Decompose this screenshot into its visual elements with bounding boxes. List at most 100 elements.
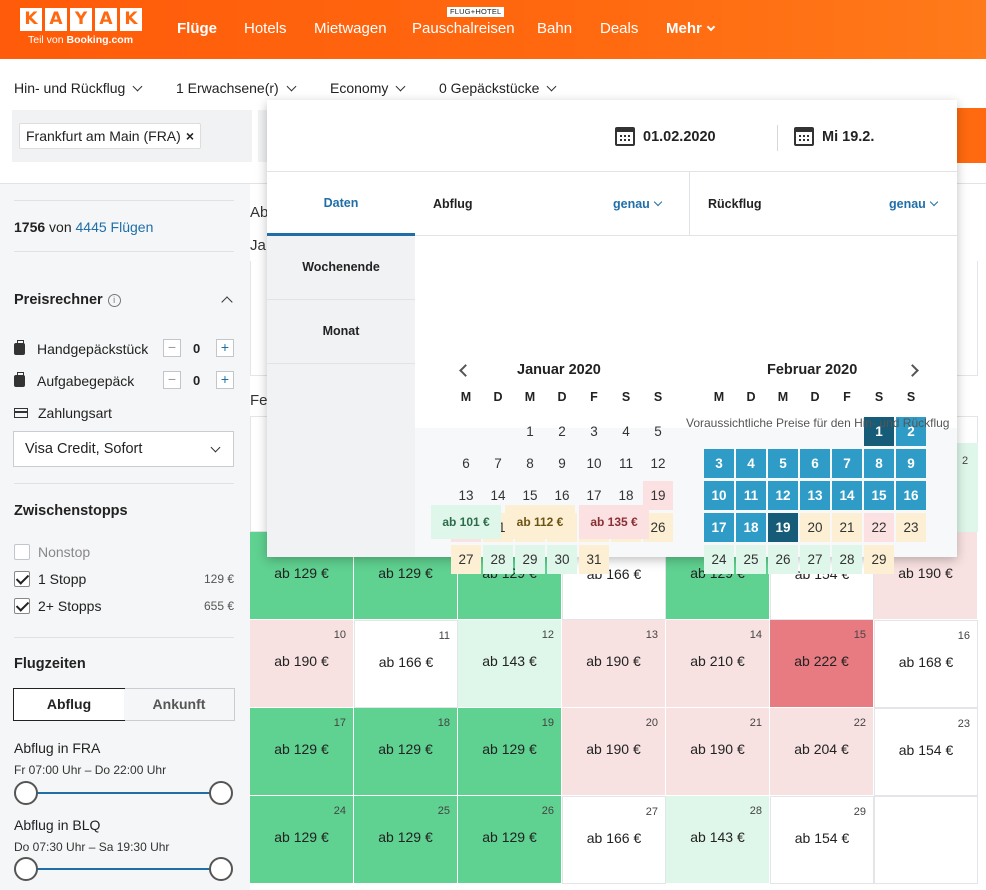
- calendar-day[interactable]: 13: [458, 488, 474, 503]
- stop-two-plus[interactable]: 2+ Stopps: [14, 597, 101, 615]
- calendar-day[interactable]: 25: [736, 545, 766, 574]
- nav-hotels[interactable]: Hotels: [244, 20, 287, 37]
- calendar-day[interactable]: 27: [800, 545, 830, 574]
- return-date-field[interactable]: Mi 19.2.: [794, 127, 874, 146]
- price-cell[interactable]: 21 ab 190 €: [666, 708, 770, 796]
- next-month-arrow-icon[interactable]: [906, 364, 919, 377]
- price-cell[interactable]: 22 ab 204 €: [770, 708, 874, 796]
- price-cell[interactable]: 19 ab 129 €: [458, 708, 562, 796]
- checkbox[interactable]: [14, 571, 30, 587]
- calendar-day[interactable]: 31: [579, 545, 609, 574]
- price-cell[interactable]: 24 ab 129 €: [250, 796, 354, 884]
- calendar-day[interactable]: 3: [590, 424, 598, 439]
- calendar-day[interactable]: 16: [554, 488, 570, 503]
- price-cell[interactable]: 25 ab 129 €: [354, 796, 458, 884]
- dep-time-slider-end-handle[interactable]: [209, 781, 233, 805]
- dep-time-slider-track[interactable]: [26, 792, 222, 794]
- calendar-day[interactable]: 24: [704, 545, 734, 574]
- calendar-day[interactable]: 21: [832, 513, 862, 542]
- tab-arrival[interactable]: Ankunft: [124, 689, 234, 720]
- price-cell[interactable]: 20 ab 190 €: [562, 708, 666, 796]
- calendar-day[interactable]: 1: [526, 424, 534, 439]
- calendar-day[interactable]: 9: [558, 456, 566, 471]
- price-cell[interactable]: 15 ab 222 €: [770, 620, 874, 708]
- calendar-day[interactable]: 13: [800, 481, 830, 510]
- calendar-day[interactable]: 2: [558, 424, 566, 439]
- tab-departure[interactable]: Abflug: [13, 688, 125, 721]
- calendar-day[interactable]: 14: [832, 481, 862, 510]
- price-cell[interactable]: 17 ab 129 €: [250, 708, 354, 796]
- calendar-day[interactable]: 23: [896, 513, 926, 542]
- calendar-day[interactable]: 6: [462, 456, 470, 471]
- info-icon[interactable]: i: [107, 294, 121, 307]
- tab-monat[interactable]: Monat: [267, 300, 415, 364]
- price-cell[interactable]: [874, 796, 978, 884]
- travelers-select[interactable]: 1 Erwachsene(r): [176, 80, 297, 96]
- carry-on-plus-button[interactable]: +: [216, 339, 234, 357]
- calendar-day[interactable]: 8: [526, 456, 534, 471]
- calendar-day[interactable]: 4: [622, 424, 630, 439]
- calendar-day[interactable]: 17: [586, 488, 602, 503]
- calendar-day[interactable]: 30: [547, 545, 577, 574]
- price-cell[interactable]: 26 ab 129 €: [458, 796, 562, 884]
- price-cell[interactable]: 13 ab 190 €: [562, 620, 666, 708]
- origin-chip[interactable]: Frankfurt am Main (FRA) ×: [19, 123, 201, 149]
- checkbox[interactable]: [14, 544, 30, 560]
- nav-fluege[interactable]: Flüge: [177, 20, 217, 37]
- nav-deals[interactable]: Deals: [600, 20, 639, 37]
- calendar-day[interactable]: 16: [896, 481, 926, 510]
- calendar-day[interactable]: 6: [800, 449, 830, 478]
- calendar-day[interactable]: 9: [896, 449, 926, 478]
- ret-time-slider-track[interactable]: [26, 868, 222, 870]
- price-cell[interactable]: 27 ab 166 €: [562, 796, 666, 884]
- calendar-day[interactable]: 11: [618, 456, 633, 471]
- calendar-day[interactable]: 8: [864, 449, 894, 478]
- price-calc-title[interactable]: Preisrechner i: [14, 292, 121, 308]
- calendar-day[interactable]: 12: [768, 481, 798, 510]
- stop-one[interactable]: 1 Stopp: [14, 570, 86, 588]
- calendar-day[interactable]: 17: [704, 513, 734, 542]
- calendar-day[interactable]: 28: [832, 545, 862, 574]
- nav-mietwagen[interactable]: Mietwagen: [314, 20, 387, 37]
- calendar-day[interactable]: 18: [618, 488, 634, 503]
- price-cell[interactable]: 23 ab 154 €: [874, 708, 978, 796]
- calendar-day[interactable]: 11: [736, 481, 766, 510]
- calendar-day[interactable]: 15: [864, 481, 894, 510]
- calendar-day[interactable]: 10: [704, 481, 734, 510]
- ret-time-slider-start-handle[interactable]: [14, 857, 38, 881]
- calendar-day[interactable]: 29: [515, 545, 545, 574]
- checked-bag-minus-button[interactable]: −: [163, 371, 181, 389]
- calendar-day[interactable]: 18: [736, 513, 766, 542]
- all-flights-link[interactable]: 4445 Flügen: [75, 219, 154, 235]
- search-button[interactable]: [955, 108, 986, 163]
- price-cell[interactable]: 11 ab 166 €: [354, 620, 458, 708]
- calendar-day[interactable]: 12: [650, 456, 666, 471]
- price-cell[interactable]: 14 ab 210 €: [666, 620, 770, 708]
- calendar-day[interactable]: 5: [768, 449, 798, 478]
- calendar-day[interactable]: 14: [490, 488, 506, 503]
- checked-bag-plus-button[interactable]: +: [216, 371, 234, 389]
- calendar-day[interactable]: 2: [896, 417, 926, 446]
- nav-mehr[interactable]: Mehr: [666, 20, 716, 37]
- depart-precision-select[interactable]: genau: [613, 197, 663, 211]
- dep-time-slider-start-handle[interactable]: [14, 781, 38, 805]
- stop-nonstop[interactable]: Nonstop: [14, 543, 90, 561]
- checkbox[interactable]: [14, 598, 30, 614]
- calendar-day[interactable]: 27: [451, 545, 481, 574]
- cabin-select[interactable]: Economy: [330, 80, 406, 96]
- trip-type-select[interactable]: Hin- und Rückflug: [14, 80, 143, 96]
- calendar-day[interactable]: 1: [864, 417, 894, 446]
- calendar-day[interactable]: 26: [768, 545, 798, 574]
- nav-bahn[interactable]: Bahn: [537, 20, 573, 37]
- calendar-day[interactable]: 3: [704, 449, 734, 478]
- carry-on-minus-button[interactable]: −: [163, 339, 181, 357]
- calendar-day[interactable]: 15: [522, 488, 538, 503]
- calendar-day[interactable]: 5: [654, 424, 662, 439]
- tab-daten[interactable]: Daten: [267, 172, 415, 236]
- price-cell[interactable]: 12 ab 143 €: [458, 620, 562, 708]
- depart-date-field[interactable]: 01.02.2020: [615, 127, 716, 146]
- prev-month-arrow-icon[interactable]: [459, 364, 472, 377]
- price-cell[interactable]: 10 ab 190 €: [250, 620, 354, 708]
- ret-time-slider-end-handle[interactable]: [209, 857, 233, 881]
